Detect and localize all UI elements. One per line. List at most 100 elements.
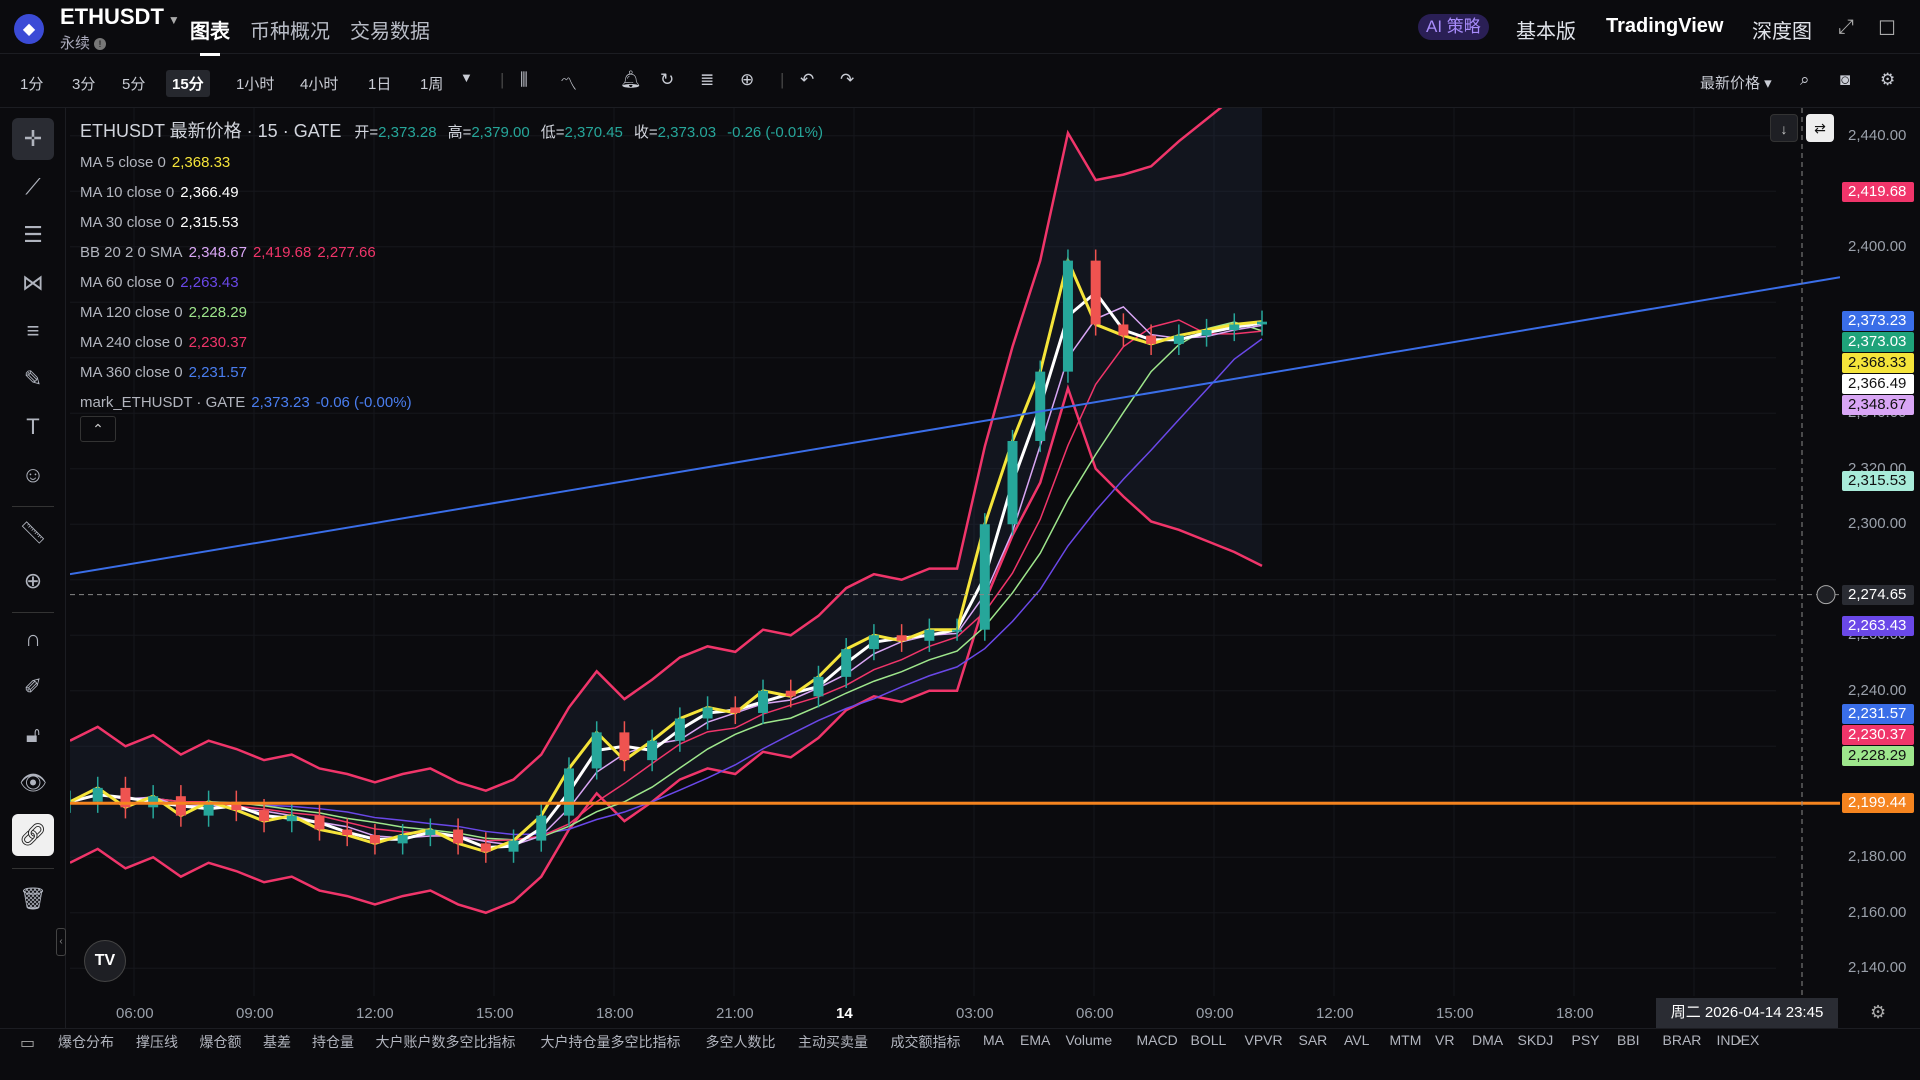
candle-body xyxy=(813,676,824,697)
symbol-selector[interactable]: ETHUSDT ▼ xyxy=(60,4,180,30)
settings-gear-icon[interactable]: ⚙ xyxy=(1880,70,1896,89)
indicator-tab[interactable]: INDEX xyxy=(1716,1032,1760,1048)
tab-tradingview[interactable]: TradingView xyxy=(1606,15,1724,37)
scroll-to-latest-icon[interactable]: ↓ xyxy=(1770,114,1798,142)
indicator-label: MA 240 close 0 xyxy=(80,334,183,351)
emoji-icon[interactable]: ☺ xyxy=(21,462,45,487)
auto-scale-icon[interactable]: ⇄ xyxy=(1806,114,1834,142)
legend-collapse-button[interactable]: ⌃ xyxy=(80,416,116,442)
replay-icon[interactable]: ↻ xyxy=(660,70,675,89)
indicator-tab[interactable]: 主动买卖量 xyxy=(798,1034,868,1050)
indicator-tab[interactable]: 持仓量 xyxy=(312,1034,354,1050)
indicator-tab[interactable]: SKDJ xyxy=(1517,1032,1554,1048)
indicator-tab[interactable]: DMA xyxy=(1472,1032,1504,1048)
camera-icon[interactable]: ◙ xyxy=(1840,70,1851,89)
indicator-row[interactable]: MA 5 close 0 2,368.33 xyxy=(80,148,823,178)
indicator-tab[interactable]: BBI xyxy=(1617,1032,1640,1048)
indicator-tab[interactable]: 撑压线 xyxy=(136,1034,178,1050)
link-icon[interactable]: 🔗︎ xyxy=(12,814,54,856)
indicators-icon[interactable]: 〽 xyxy=(560,75,577,94)
timeframe-15m[interactable]: 15分 xyxy=(166,70,210,97)
pattern-icon[interactable]: ⋈ xyxy=(22,270,44,295)
timeframe-5m[interactable]: 5分 xyxy=(122,76,146,93)
bollinger-lower-line xyxy=(70,384,1263,915)
timeframe-1h[interactable]: 1小时 xyxy=(236,76,275,93)
indicator-row[interactable]: MA 10 close 0 2,366.49 xyxy=(80,178,823,208)
indicator-label: mark_ETHUSDT · GATE xyxy=(80,394,246,411)
timeframe-dropdown-icon[interactable]: ▼ xyxy=(460,70,473,85)
crosshair-icon[interactable]: ✛ xyxy=(12,118,54,160)
template-icon[interactable]: ≣ xyxy=(700,70,715,89)
indicator-tab[interactable]: EMA xyxy=(1020,1032,1051,1048)
price-type-select[interactable]: 最新价格 ▾ xyxy=(1700,75,1772,92)
indicator-tab[interactable]: 基差 xyxy=(263,1034,291,1050)
collapse-sidebar-icon[interactable]: ‹ xyxy=(56,928,66,956)
indicator-row[interactable]: mark_ETHUSDT · GATE 2,373.23 -0.06 (-0.00%… xyxy=(80,388,823,418)
timeframe-1m[interactable]: 1分 xyxy=(20,76,44,93)
indicator-tab[interactable]: MA xyxy=(983,1032,1004,1048)
indicator-row[interactable]: MA 240 close 0 2,230.37 xyxy=(80,328,823,358)
indicator-tab[interactable]: MACD xyxy=(1136,1032,1178,1048)
indicator-tab[interactable]: SAR xyxy=(1298,1032,1328,1048)
magnet-icon[interactable]: ∩ xyxy=(25,626,41,651)
indicator-tab[interactable]: BOLL xyxy=(1190,1032,1227,1048)
indicator-row[interactable]: MA 120 close 0 2,228.29 xyxy=(80,298,823,328)
brush-icon[interactable]: ✎ xyxy=(23,366,43,391)
moving-average-line xyxy=(70,338,1263,836)
add-icon[interactable]: ⊕ xyxy=(740,70,755,89)
candle-type-icon[interactable]: ⫼ xyxy=(520,70,528,89)
trend-line-icon[interactable]: ⟋ xyxy=(25,174,41,199)
undo-icon[interactable]: ↶ xyxy=(800,70,815,89)
timeframe-3m[interactable]: 3分 xyxy=(72,76,96,93)
tab-basic[interactable]: 基本版 xyxy=(1516,21,1576,43)
indicator-tab[interactable]: 爆仓额 xyxy=(199,1034,242,1050)
timeframe-1d[interactable]: 1日 xyxy=(368,76,392,93)
price-chart[interactable] xyxy=(70,108,1840,996)
timeframe-1w[interactable]: 1周 xyxy=(420,76,444,93)
trash-icon[interactable]: 🗑︎ xyxy=(19,886,47,911)
text-icon[interactable]: T xyxy=(26,414,40,439)
time-settings-icon[interactable]: ⚙ xyxy=(1870,1002,1887,1022)
lock-drawing-icon[interactable]: ✐ xyxy=(23,674,43,699)
indicator-tab[interactable]: PSY xyxy=(1571,1032,1600,1048)
info-icon[interactable]: ! xyxy=(94,38,107,51)
indicator-tab[interactable]: VR xyxy=(1435,1032,1455,1048)
ai-strategy-button[interactable]: AI 策略 xyxy=(1418,14,1489,40)
expand-icon[interactable]: ⤢ xyxy=(1838,16,1854,38)
indicator-tab[interactable]: AVL xyxy=(1344,1032,1370,1048)
time-tick-label: 06:00 xyxy=(116,1005,154,1022)
chevron-right-icon[interactable]: › xyxy=(1736,1030,1742,1050)
indicator-row[interactable]: MA 30 close 0 2,315.53 xyxy=(80,208,823,238)
indicator-tab[interactable]: 成交额指标 xyxy=(890,1034,961,1050)
lock-icon[interactable]: 🔓︎ xyxy=(25,722,41,747)
tab-trade-data[interactable]: 交易数据 xyxy=(350,21,430,43)
indicator-tab[interactable]: 多空人数比 xyxy=(705,1034,776,1050)
indicator-row[interactable]: MA 360 close 0 2,231.57 xyxy=(80,358,823,388)
indicator-tab[interactable]: BRAR xyxy=(1662,1032,1702,1048)
tab-depth[interactable]: 深度图 xyxy=(1752,21,1812,43)
indicator-row[interactable]: MA 60 close 0 2,263.43 xyxy=(80,268,823,298)
price-tag: 2,373.03 xyxy=(1842,332,1914,353)
fullscreen-icon[interactable]: ☐ xyxy=(1878,18,1896,40)
horizontal-lines-icon[interactable]: ☰ xyxy=(23,222,43,247)
timeframe-4h[interactable]: 4小时 xyxy=(300,76,339,93)
tab-coin-overview[interactable]: 币种概况 xyxy=(250,21,330,43)
ruler-icon[interactable]: 📏︎ xyxy=(19,520,47,545)
indicator-row[interactable]: BB 20 2 0 SMA 2,348.67 2,419.68 2,277.66 xyxy=(80,238,823,268)
indicator-tab[interactable]: MTM xyxy=(1389,1032,1422,1048)
alert-icon[interactable]: 🔔︎ xyxy=(620,70,642,89)
fib-icon[interactable]: ≡ xyxy=(26,318,40,343)
contract-type-label: 永续 xyxy=(60,35,91,52)
indicator-tab[interactable]: Volume xyxy=(1065,1032,1113,1048)
search-icon[interactable]: ⌕ xyxy=(1800,70,1810,89)
calendar-icon[interactable]: ▭ xyxy=(20,1035,36,1052)
tab-chart[interactable]: 图表 xyxy=(190,15,230,56)
indicator-tab[interactable]: 大户账户数多空比指标 xyxy=(375,1034,516,1050)
indicator-label: MA 360 close 0 xyxy=(80,364,183,381)
indicator-tab[interactable]: 大户持仓量多空比指标 xyxy=(540,1034,681,1050)
eye-icon[interactable]: 👁︎ xyxy=(19,770,47,795)
redo-icon[interactable]: ↷ xyxy=(840,70,855,89)
zoom-icon[interactable]: ⊕ xyxy=(23,568,43,593)
indicator-tab[interactable]: 爆仓分布 xyxy=(58,1034,114,1050)
indicator-tab[interactable]: VPVR xyxy=(1244,1032,1283,1048)
